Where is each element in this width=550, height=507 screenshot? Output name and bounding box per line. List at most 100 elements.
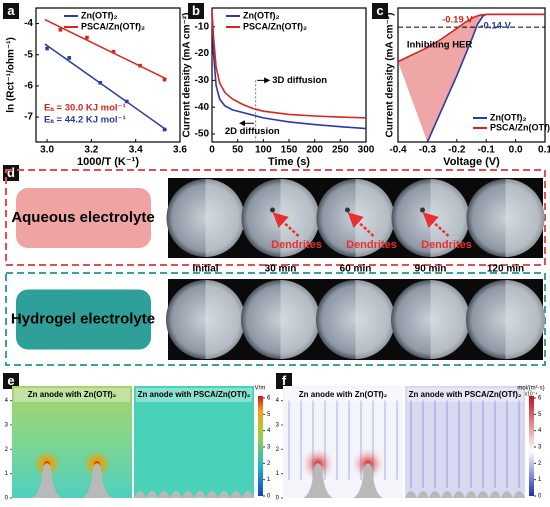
fit-line (44, 43, 168, 131)
disc-half (280, 280, 320, 359)
x-axis-label: Time (s) (268, 156, 310, 168)
flat-surface (405, 491, 525, 498)
colorbar-tick-label: 0 (538, 494, 542, 500)
disc-half (430, 280, 470, 359)
colorbar-unit: mol/(m²·s) (517, 386, 544, 392)
flux-map (405, 386, 525, 498)
flux-map (283, 386, 403, 498)
disc-half (355, 280, 395, 359)
point (162, 127, 167, 132)
colorbar (529, 396, 534, 496)
time-label: 90 min (415, 264, 447, 275)
disc-half (430, 179, 470, 257)
electrode-disc (241, 280, 320, 359)
time-label: 120 min (487, 264, 524, 275)
disc-half (280, 179, 320, 257)
dendrite-spot (420, 207, 425, 213)
y-tick-label: 2 (276, 447, 280, 453)
legend-label: Zn(OTf)₂ (490, 112, 526, 122)
y-tick-label: -40 (195, 102, 210, 113)
panel-label: f (282, 373, 287, 388)
legend-label: Zn(OTf)₂ (243, 10, 279, 20)
legend-label: Zn(OTf)₂ (81, 10, 117, 20)
point (67, 56, 72, 60)
y-tick-label: -30 (195, 75, 210, 86)
disc-half (205, 179, 245, 257)
legend-label: PSCA/Zn(OTf)₂ (243, 21, 307, 31)
x-axis-label: Voltage (V) (443, 156, 500, 168)
x-tick-label: 150 (281, 145, 298, 156)
line (211, 13, 367, 130)
disc-half (205, 280, 245, 359)
protrusion (82, 463, 112, 498)
time-label: 30 min (265, 264, 297, 275)
x-tick-label: 0.1 (538, 145, 550, 156)
field-map (12, 386, 132, 498)
x-tick-label: 3.6 (173, 145, 187, 156)
colorbar-tick-label: 5 (538, 412, 542, 418)
colorbar-tick-label: 3 (538, 445, 542, 451)
dendrite-label: Dendrites (346, 239, 397, 251)
colorbar (258, 396, 263, 496)
dendrite-arrow (347, 212, 375, 237)
panel-label: b (192, 3, 200, 18)
electrode-disc (391, 280, 470, 359)
panel-label-box (276, 373, 292, 389)
sim-title: Zn anode with Zn(OTf)₂ (299, 390, 388, 399)
annotation: Eₐ = 44.2 KJ mol⁻¹ (44, 115, 126, 126)
y-tick-label: 3 (5, 423, 9, 429)
colorbar-tick-label: 2 (538, 461, 542, 467)
y-tick-label: -6 (24, 81, 33, 92)
border-hydrogel (5, 272, 546, 366)
y-tick-label: 4 (276, 398, 280, 404)
x-tick-label: 250 (332, 145, 349, 156)
protrusion (32, 463, 62, 498)
point (58, 28, 63, 32)
y-tick-label: -10 (195, 21, 210, 32)
x-tick-label: 3.0 (40, 145, 54, 156)
x-axis-label: 1000/T (K⁻¹) (77, 156, 139, 168)
annotation: Inhibiting HER (407, 40, 473, 51)
colorbar-scale: x10⁻⁴ (525, 391, 538, 397)
dendrite-arrow (272, 212, 300, 237)
y-tick-label: 3 (276, 423, 280, 429)
x-tick-label: 0.0 (509, 145, 523, 156)
fit-line (44, 18, 168, 80)
dendrite-label: Dendrites (271, 239, 322, 251)
legend-label: PSCA/Zn(OTf)₂ (490, 122, 550, 132)
time-label: Initial (192, 264, 218, 275)
x-tick-label: 3.4 (129, 145, 143, 156)
y-tick-label: 1 (276, 471, 280, 477)
colorbar-tick-label: 3 (267, 445, 271, 451)
sim-title: Zn anode with PSCA/Zn(OTf)₂ (138, 390, 251, 399)
annotation: 2D diffusion (225, 126, 280, 137)
point (111, 49, 116, 54)
time-label: 60 min (340, 264, 372, 275)
point (162, 77, 167, 82)
x-tick-label: 300 (358, 145, 375, 156)
panel-label: e (7, 373, 14, 388)
panel-label-box (372, 3, 388, 19)
y-tick-label: 0 (276, 496, 280, 502)
y-tick-label: 1 (5, 471, 9, 477)
sim-title: Zn anode with PSCA/Zn(OTf)₂ (409, 390, 522, 399)
protrusion (353, 463, 383, 498)
y-tick-label: 0 (5, 496, 9, 502)
y-tick-label: -4 (24, 18, 33, 29)
field-map (134, 386, 254, 498)
colorbar-tick-label: 2 (267, 461, 271, 467)
shaded-region (398, 14, 545, 143)
annotation: 3D diffusion (272, 75, 327, 86)
colorbar-tick-label: 5 (267, 412, 271, 418)
y-tick-label: 4 (5, 398, 9, 404)
x-tick-label: -0.2 (448, 145, 466, 156)
annotation: -0.14 V (480, 21, 511, 32)
sim-title: Zn anode with Zn(OTf)₂ (28, 390, 117, 399)
plot-frame (397, 7, 546, 143)
border-aqueous (5, 169, 546, 266)
x-tick-label: -0.4 (389, 145, 407, 156)
x-tick-label: -0.3 (419, 145, 437, 156)
colorbar-tick-label: 4 (267, 428, 271, 434)
legend-label: PSCA/Zn(OTf)₂ (81, 21, 145, 31)
